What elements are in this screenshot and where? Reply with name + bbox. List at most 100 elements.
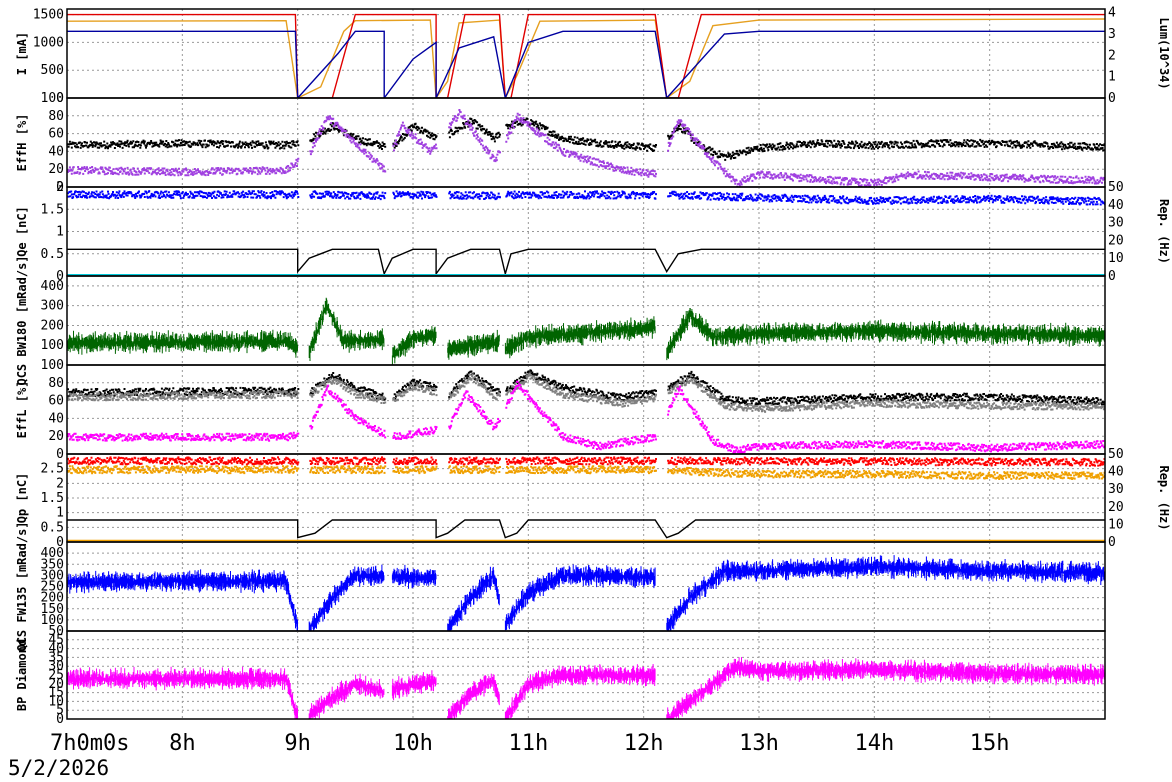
y-tick-label: 0 [56,712,64,727]
right-tick-label: 20 [1108,500,1124,515]
y-tick-label: 400 [41,546,64,561]
right-tick-label: 0 [1108,269,1116,284]
y-tick-label: 0.5 [41,520,64,535]
right-tick-label: 30 [1108,482,1124,497]
right-tick-label: 4 [1108,6,1116,21]
panel-current: 0 500 1000 1500 0 1 2 3 4 Lum(10^34) I [mA] [15,6,1171,106]
x-tick-label: 13h [739,731,779,756]
x-tick-label: 7h0m0s [50,731,129,756]
y-tick-label: 300 [41,299,64,314]
x-tick-label: 11h [508,731,548,756]
y-tick-label: 60 [48,127,64,142]
panel-frame [66,275,1106,366]
y-tick-label: 200 [41,591,64,606]
series-group [67,13,1105,98]
y-tick-label: 50 [48,624,64,639]
series-group [67,555,1105,631]
y-axis-label: Qe [nC] [15,206,29,257]
y-tick-label: 15 [48,686,64,701]
y-axis-label: I [mA] [15,32,29,75]
x-tick-label: 15h [970,731,1010,756]
series-dots-0 [67,117,1105,161]
right-axis-label: Rep. (Hz) [1157,465,1171,530]
y-axis-label: EffH [%] [15,114,29,172]
y-axis-label: QCS BW180 [mRad/s] [15,255,29,385]
date-label: 5/2/2026 [8,756,110,780]
y-tick-label: 45 [48,633,64,648]
panel-frame [66,630,1106,720]
series-line-1 [67,13,1105,98]
panel-effl: 0 20 40 60 80 100 EffL [%] [15,358,1106,462]
series-group [67,190,1105,276]
y-tick-label: 1000 [33,35,64,50]
x-tick-label: 9h [284,731,311,756]
right-tick-label: 3 [1108,27,1116,42]
right-tick-label: 30 [1108,216,1124,231]
series-dots-1 [67,109,1105,187]
panel-qcs-bw: 100 200 300 400 QCS BW180 [mRad/s] [15,255,1106,386]
series-group [67,109,1105,187]
right-axis-label: Rep. (Hz) [1157,199,1171,264]
y-tick-label: 1 [56,506,64,521]
right-tick-label: 40 [1108,465,1124,480]
y-tick-label: 20 [48,429,64,444]
y-tick-label: 80 [48,376,64,391]
right-tick-label: 40 [1108,198,1124,213]
right-tick-label: 1 [1108,70,1116,85]
series-group [67,456,1105,542]
series-line-0 [67,18,1105,98]
y-tick-label: 1500 [33,8,64,23]
y-tick-label: 500 [41,63,64,78]
y-tick-label: 0 [56,447,64,462]
x-tick-label: 10h [393,731,433,756]
y-axis-label: BP Diamond [15,639,29,711]
x-tick-label: 8h [169,731,196,756]
y-axis-label: QCS FW135 [mRad/s] [15,521,29,651]
y-tick-label: 40 [48,411,64,426]
panel-frame [66,8,1106,99]
series-group [67,297,1105,365]
y-tick-label: 40 [48,642,64,657]
y-tick-label: 2 [56,476,64,491]
right-tick-label: 0 [1108,535,1116,550]
y-tick-label: 0 [56,535,64,550]
y-tick-label: 30 [48,659,64,674]
y-axis-label: Qp [nC] [15,473,29,524]
series-dots-0 [67,190,1105,206]
y-tick-label: 100 [41,338,64,353]
y-tick-label: 350 [41,557,64,572]
right-axis-label: Lum(10^34) [1157,17,1171,89]
x-tick-label: 14h [854,731,894,756]
series-group [67,369,1105,454]
y-tick-label: 250 [41,580,64,595]
series-dots-0 [67,456,1105,467]
series-group [67,657,1105,719]
series-dots-1 [67,465,1105,480]
y-tick-label: 300 [41,568,64,583]
x-tick-label: 12h [624,731,664,756]
y-tick-label: 80 [48,109,64,124]
y-tick-label: 60 [48,394,64,409]
series-dots-0 [67,369,1105,406]
y-tick-label: 25 [48,668,64,683]
series-noise-0 [67,555,1105,631]
y-tick-label: 0 [56,91,64,106]
right-tick-label: 0 [1108,91,1116,106]
y-tick-label: 200 [41,318,64,333]
y-tick-label: 1 [56,225,64,240]
y-tick-label: 100 [41,358,64,373]
y-tick-label: 20 [48,162,64,177]
y-tick-label: 150 [41,602,64,617]
y-tick-label: 5 [56,703,64,718]
right-tick-label: 50 [1108,447,1124,462]
right-tick-label: 10 [1108,517,1124,532]
y-tick-label: 1.5 [41,202,64,217]
y-tick-label: 0 [56,180,64,195]
right-tick-label: 2 [1108,48,1116,63]
y-tick-label: 0.5 [41,247,64,262]
y-tick-label: 400 [41,279,64,294]
y-tick-label: 0 [56,269,64,284]
